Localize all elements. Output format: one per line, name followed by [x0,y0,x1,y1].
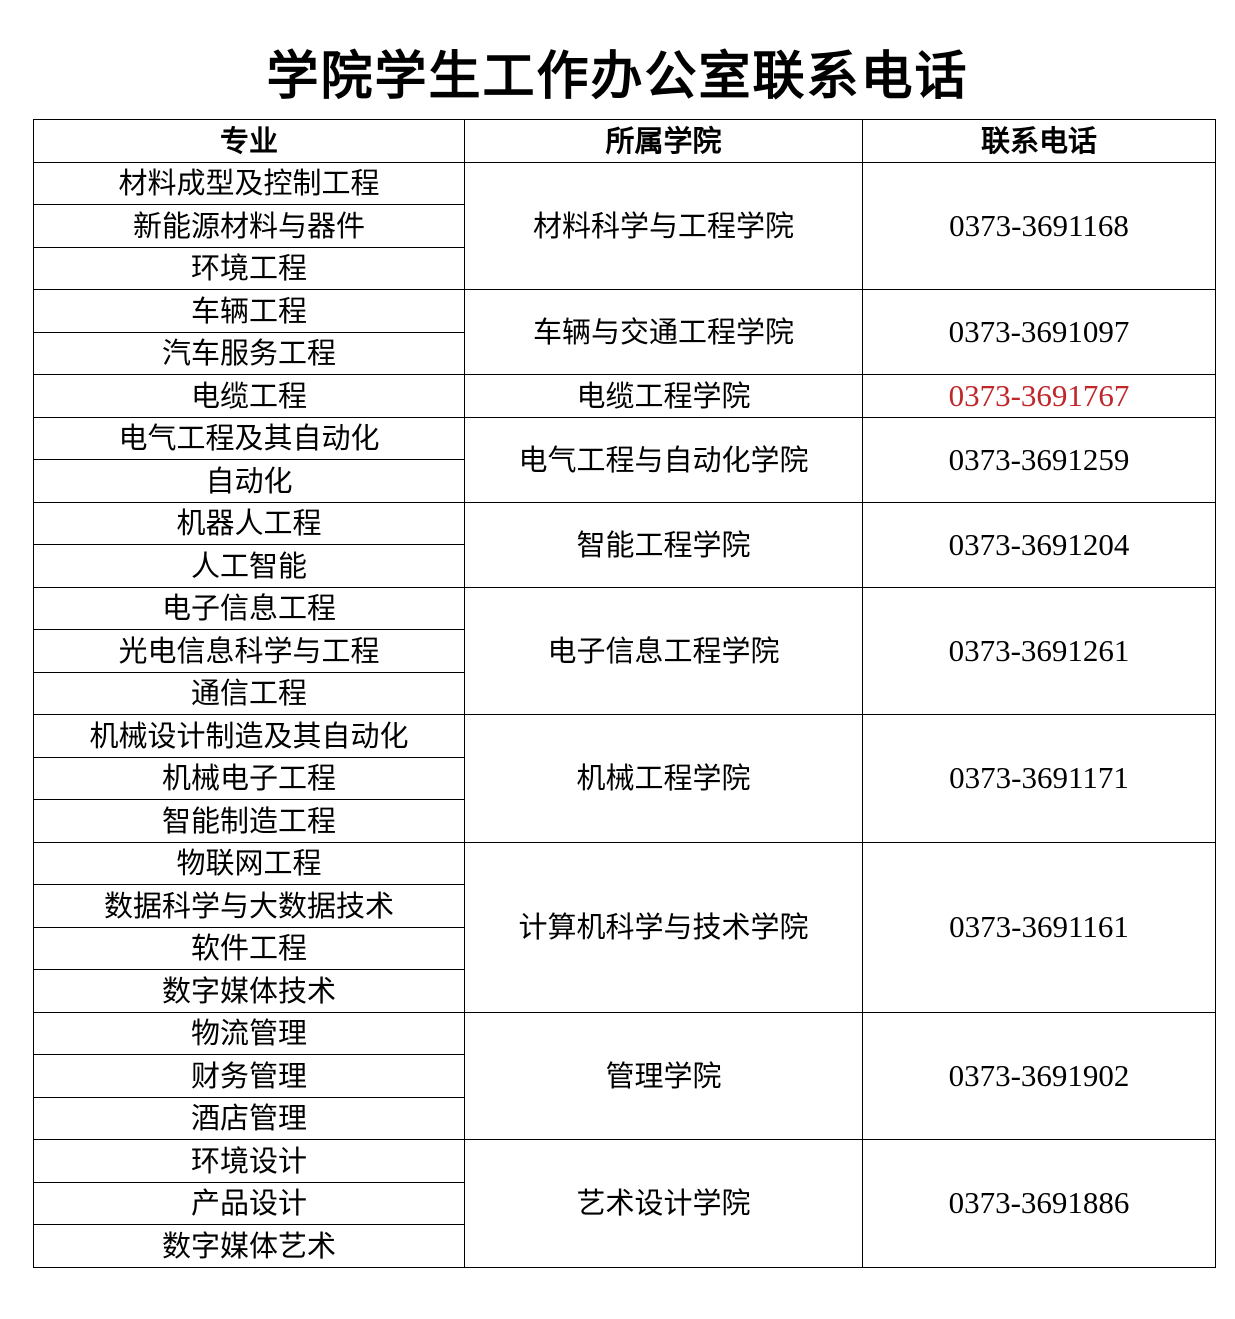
major-cell: 通信工程 [33,671,465,715]
major-cell: 产品设计 [33,1181,465,1225]
college-cell: 电子信息工程学院 [464,586,863,715]
table-row: 电气工程及其自动化 电气工程与自动化学院 0373-3691259 [33,416,1216,503]
table-row: 产品设计 [33,1181,1216,1225]
major-cell: 软件工程 [33,926,465,970]
table-row: 机械电子工程 [33,756,1216,800]
college-cell: 智能工程学院 [464,501,863,588]
phone-cell: 0373-3691161 [862,841,1216,1013]
phone-cell: 0373-3691886 [862,1139,1216,1268]
phone-cell: 0373-3691767 [862,374,1216,418]
table-row: 环境设计 艺术设计学院 0373-3691886 [33,1139,1216,1268]
major-cell: 汽车服务工程 [33,331,465,375]
table-row: 智能制造工程 [33,799,1216,843]
table-row: 电子信息工程 电子信息工程学院 0373-3691261 [33,586,1216,715]
college-cell: 管理学院 [464,1011,863,1140]
phone-cell: 0373-3691204 [862,501,1216,588]
table-row: 汽车服务工程 [33,331,1216,375]
college-cell: 车辆与交通工程学院 [464,289,863,375]
major-cell: 机械电子工程 [33,756,465,800]
major-cell: 机器人工程 [33,501,465,545]
table-row: 通信工程 [33,671,1216,715]
table-row: 数字媒体艺术 [33,1224,1216,1268]
major-cell: 电缆工程 [33,374,465,418]
table-row: 数字媒体技术 [33,969,1216,1013]
phone-cell: 0373-3691902 [862,1011,1216,1140]
table-row: 物联网工程 计算机科学与技术学院 0373-3691161 [33,841,1216,1013]
major-cell: 环境设计 [33,1139,465,1183]
table-row: 电缆工程 电缆工程学院 0373-3691767 [33,374,1216,418]
table-row: 环境工程 [33,246,1216,290]
college-cell: 艺术设计学院 [464,1139,863,1268]
contact-table: 专业 所属学院 联系电话 材料成型及控制工程 材料科学与工程学院 0373-3691… [33,119,1216,1268]
major-cell: 数据科学与大数据技术 [33,884,465,928]
college-cell: 机械工程学院 [464,714,863,843]
college-cell: 电气工程与自动化学院 [464,416,863,503]
major-cell: 车辆工程 [33,289,465,333]
table-row: 软件工程 [33,926,1216,970]
major-cell: 物联网工程 [33,841,465,885]
header-major: 专业 [33,119,465,163]
phone-cell: 0373-3691168 [862,161,1216,290]
major-cell: 电气工程及其自动化 [33,416,465,460]
header-row: 专业 所属学院 联系电话 [33,119,1216,163]
major-cell: 智能制造工程 [33,799,465,843]
header-college: 所属学院 [464,119,863,163]
page-title: 学院学生工作办公室联系电话 [266,46,969,107]
major-cell: 自动化 [33,459,465,503]
college-cell: 计算机科学与技术学院 [464,841,863,1013]
major-cell: 光电信息科学与工程 [33,629,465,673]
table-row: 机器人工程 智能工程学院 0373-3691204 [33,501,1216,588]
major-cell: 材料成型及控制工程 [33,161,465,205]
header-phone: 联系电话 [862,119,1216,163]
major-cell: 财务管理 [33,1054,465,1098]
phone-cell: 0373-3691171 [862,714,1216,843]
table-row: 数据科学与大数据技术 [33,884,1216,928]
table-row: 光电信息科学与工程 [33,629,1216,673]
major-cell: 数字媒体技术 [33,969,465,1013]
table-row: 物流管理 管理学院 0373-3691902 [33,1011,1216,1140]
phone-cell: 0373-3691097 [862,289,1216,375]
table-row: 人工智能 [33,544,1216,588]
table-row: 材料成型及控制工程 材料科学与工程学院 0373-3691168 [33,161,1216,290]
phone-cell: 0373-3691259 [862,416,1216,503]
college-cell: 电缆工程学院 [464,374,863,418]
major-cell: 环境工程 [33,246,465,290]
college-cell: 材料科学与工程学院 [464,161,863,290]
major-cell: 酒店管理 [33,1096,465,1140]
table-row: 车辆工程 车辆与交通工程学院 0373-3691097 [33,289,1216,375]
phone-cell: 0373-3691261 [862,586,1216,715]
major-cell: 机械设计制造及其自动化 [33,714,465,758]
major-cell: 人工智能 [33,544,465,588]
major-cell: 物流管理 [33,1011,465,1055]
table-row: 新能源材料与器件 [33,204,1216,248]
major-cell: 电子信息工程 [33,586,465,630]
major-cell: 新能源材料与器件 [33,204,465,248]
table-row: 机械设计制造及其自动化 机械工程学院 0373-3691171 [33,714,1216,843]
major-cell: 数字媒体艺术 [33,1224,465,1268]
